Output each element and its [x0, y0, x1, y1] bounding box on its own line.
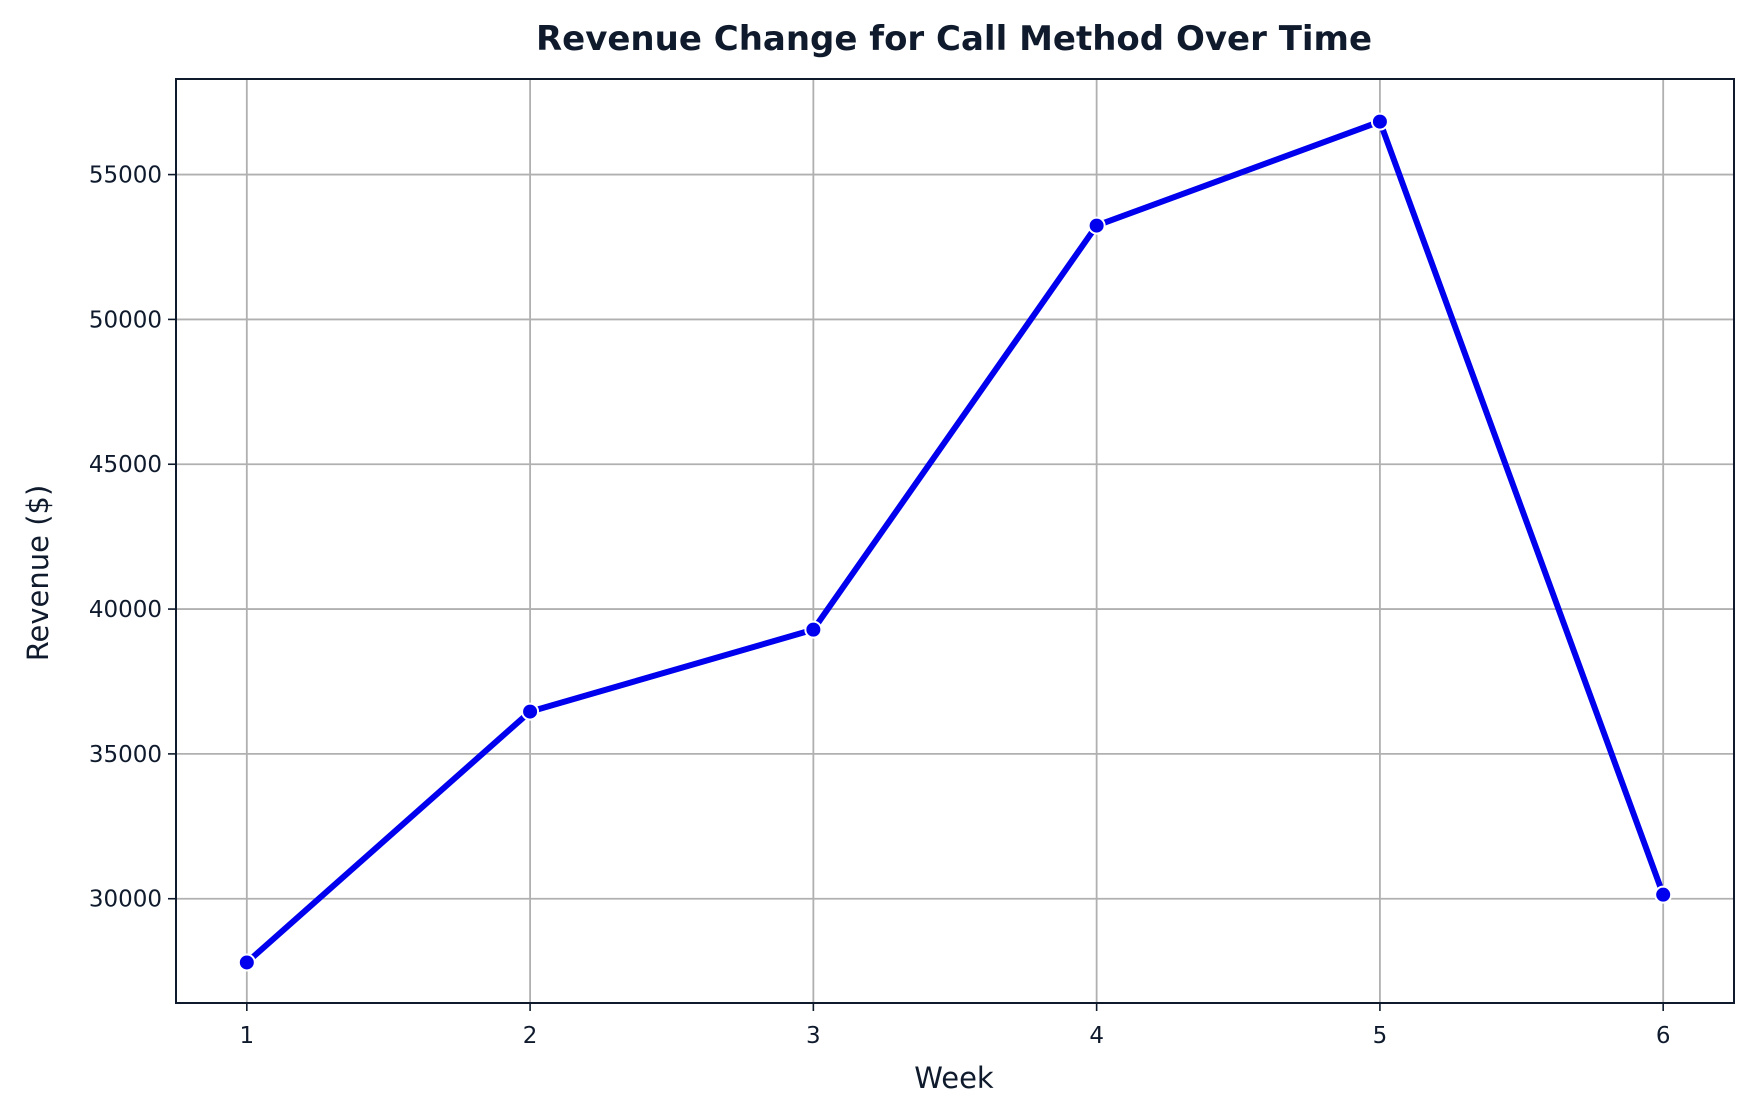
axis-ticks: 1 2 3 4 5 6 30000 35000 40000 45000 50000 55000: [89, 163, 1671, 1049]
x-tick-label: 6: [1656, 1023, 1671, 1049]
revenue-data-point: [1654, 885, 1673, 904]
y-tick-label: 45000: [89, 452, 162, 478]
x-tick-label: 2: [523, 1023, 538, 1049]
y-tick-label: 30000: [89, 887, 162, 913]
x-tick-label: 5: [1373, 1023, 1388, 1049]
revenue-data-point: [237, 953, 256, 972]
series-layer: [237, 112, 1673, 972]
revenue-data-point: [1370, 112, 1389, 131]
revenue-data-point: [1087, 216, 1106, 235]
grid-lines: [176, 79, 1734, 1003]
plot-area-frame: [175, 78, 1735, 1004]
y-axis-label: Revenue ($): [21, 485, 55, 662]
revenue-data-point: [521, 702, 540, 721]
y-tick-label: 35000: [89, 742, 162, 768]
chart-title: Revenue Change for Call Method Over Time: [536, 19, 1372, 59]
x-axis-label: Week: [914, 1061, 994, 1095]
x-tick-label: 3: [806, 1023, 821, 1049]
x-tick-label: 4: [1089, 1023, 1104, 1049]
x-tick-label: 1: [239, 1023, 254, 1049]
y-tick-label: 55000: [89, 163, 162, 189]
y-tick-label: 40000: [89, 597, 162, 623]
y-tick-label: 50000: [89, 307, 162, 333]
revenue-data-point: [804, 620, 823, 639]
revenue-series-line: [243, 118, 1667, 966]
